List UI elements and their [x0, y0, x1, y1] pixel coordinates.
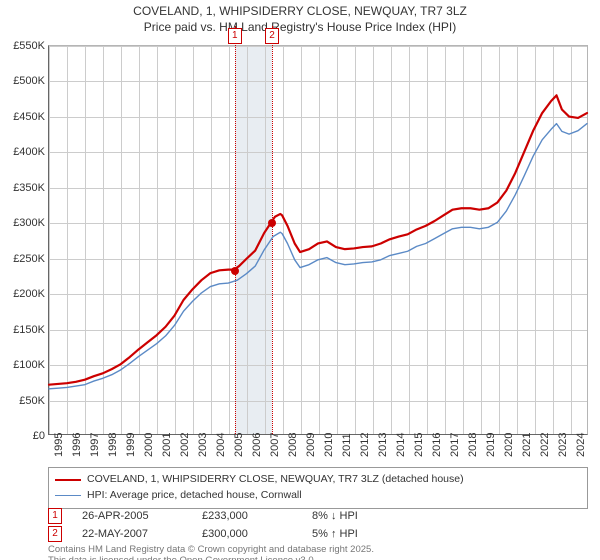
event-marker-number: 2: [265, 28, 279, 44]
legend-swatch: [55, 479, 81, 481]
x-axis-tick-label: 2020: [503, 433, 515, 457]
x-axis-tick-label: 2000: [143, 433, 155, 457]
x-axis-tick-label: 2005: [233, 433, 245, 457]
title-line-2: Price paid vs. HM Land Registry's House …: [0, 20, 600, 36]
license-text: Contains HM Land Registry data © Crown c…: [48, 545, 588, 560]
series-line-hpi: [49, 124, 587, 389]
x-axis-tick-label: 1996: [71, 433, 83, 457]
event-list: 1 26-APR-2005 £233,000 8% ↓ HPI 2 22-MAY-2007…: [48, 506, 588, 544]
x-axis-tick-label: 2004: [215, 433, 227, 457]
legend-label: COVELAND, 1, WHIPSIDERRY CLOSE, NEWQUAY,…: [87, 472, 464, 488]
y-axis-tick-label: £150K: [1, 324, 45, 336]
series-layer: [49, 46, 587, 434]
x-axis-tick-label: 2022: [539, 433, 551, 457]
legend-box: COVELAND, 1, WHIPSIDERRY CLOSE, NEWQUAY,…: [48, 467, 588, 509]
x-axis-tick-label: 2002: [179, 433, 191, 457]
chart-container: COVELAND, 1, WHIPSIDERRY CLOSE, NEWQUAY,…: [0, 0, 600, 560]
x-axis-tick-label: 2013: [377, 433, 389, 457]
y-axis-tick-label: £450K: [1, 111, 45, 123]
y-axis-tick-label: £0: [1, 430, 45, 442]
y-axis-tick-label: £100K: [1, 359, 45, 371]
series-line-subject: [49, 95, 587, 384]
event-date: 22-MAY-2007: [82, 528, 182, 540]
y-axis-tick-label: £350K: [1, 182, 45, 194]
event-delta: 8% ↓ HPI: [312, 510, 358, 522]
legend-label: HPI: Average price, detached house, Corn…: [87, 488, 302, 504]
x-axis-tick-label: 2012: [359, 433, 371, 457]
x-axis-tick-label: 2011: [341, 433, 353, 457]
x-axis-tick-label: 1995: [53, 433, 65, 457]
y-axis-tick-label: £300K: [1, 217, 45, 229]
x-axis-tick-label: 2008: [287, 433, 299, 457]
event-price: £233,000: [202, 510, 292, 522]
legend-item: COVELAND, 1, WHIPSIDERRY CLOSE, NEWQUAY,…: [55, 472, 581, 488]
x-axis-tick-label: 2017: [449, 433, 461, 457]
event-number-box: 1: [48, 508, 62, 524]
x-axis-tick-label: 2010: [323, 433, 335, 457]
x-axis-tick-label: 1999: [125, 433, 137, 457]
event-row: 1 26-APR-2005 £233,000 8% ↓ HPI: [48, 508, 588, 524]
y-axis-tick-label: £50K: [1, 395, 45, 407]
x-axis-tick-label: 2014: [395, 433, 407, 457]
y-axis-tick-label: £550K: [1, 40, 45, 52]
y-axis-tick-label: £200K: [1, 288, 45, 300]
x-axis-tick-label: 2006: [251, 433, 263, 457]
legend-item: HPI: Average price, detached house, Corn…: [55, 488, 581, 504]
event-row: 2 22-MAY-2007 £300,000 5% ↑ HPI: [48, 526, 588, 542]
x-axis-tick-label: 2016: [431, 433, 443, 457]
x-axis-tick-label: 1997: [89, 433, 101, 457]
event-number-box: 2: [48, 526, 62, 542]
chart-plot-area: £0£50K£100K£150K£200K£250K£300K£350K£400…: [48, 45, 588, 435]
x-axis-tick-label: 2009: [305, 433, 317, 457]
event-marker-number: 1: [228, 28, 242, 44]
license-line-2: This data is licensed under the Open Gov…: [48, 556, 588, 560]
event-price: £300,000: [202, 528, 292, 540]
y-axis-tick-label: £250K: [1, 253, 45, 265]
title-line-1: COVELAND, 1, WHIPSIDERRY CLOSE, NEWQUAY,…: [0, 4, 600, 20]
event-date: 26-APR-2005: [82, 510, 182, 522]
x-axis-tick-label: 2018: [467, 433, 479, 457]
x-axis-tick-label: 2015: [413, 433, 425, 457]
x-axis-tick-label: 2021: [521, 433, 533, 457]
x-axis-tick-label: 2007: [269, 433, 281, 457]
x-axis-tick-label: 1998: [107, 433, 119, 457]
y-axis-tick-label: £500K: [1, 75, 45, 87]
x-axis-tick-label: 2019: [485, 433, 497, 457]
event-delta: 5% ↑ HPI: [312, 528, 358, 540]
x-axis-tick-label: 2023: [557, 433, 569, 457]
legend-swatch: [55, 495, 81, 496]
x-axis-tick-label: 2024: [575, 433, 587, 457]
x-axis-tick-label: 2001: [161, 433, 173, 457]
x-axis-tick-label: 2003: [197, 433, 209, 457]
y-axis-tick-label: £400K: [1, 146, 45, 158]
title-block: COVELAND, 1, WHIPSIDERRY CLOSE, NEWQUAY,…: [0, 0, 600, 35]
